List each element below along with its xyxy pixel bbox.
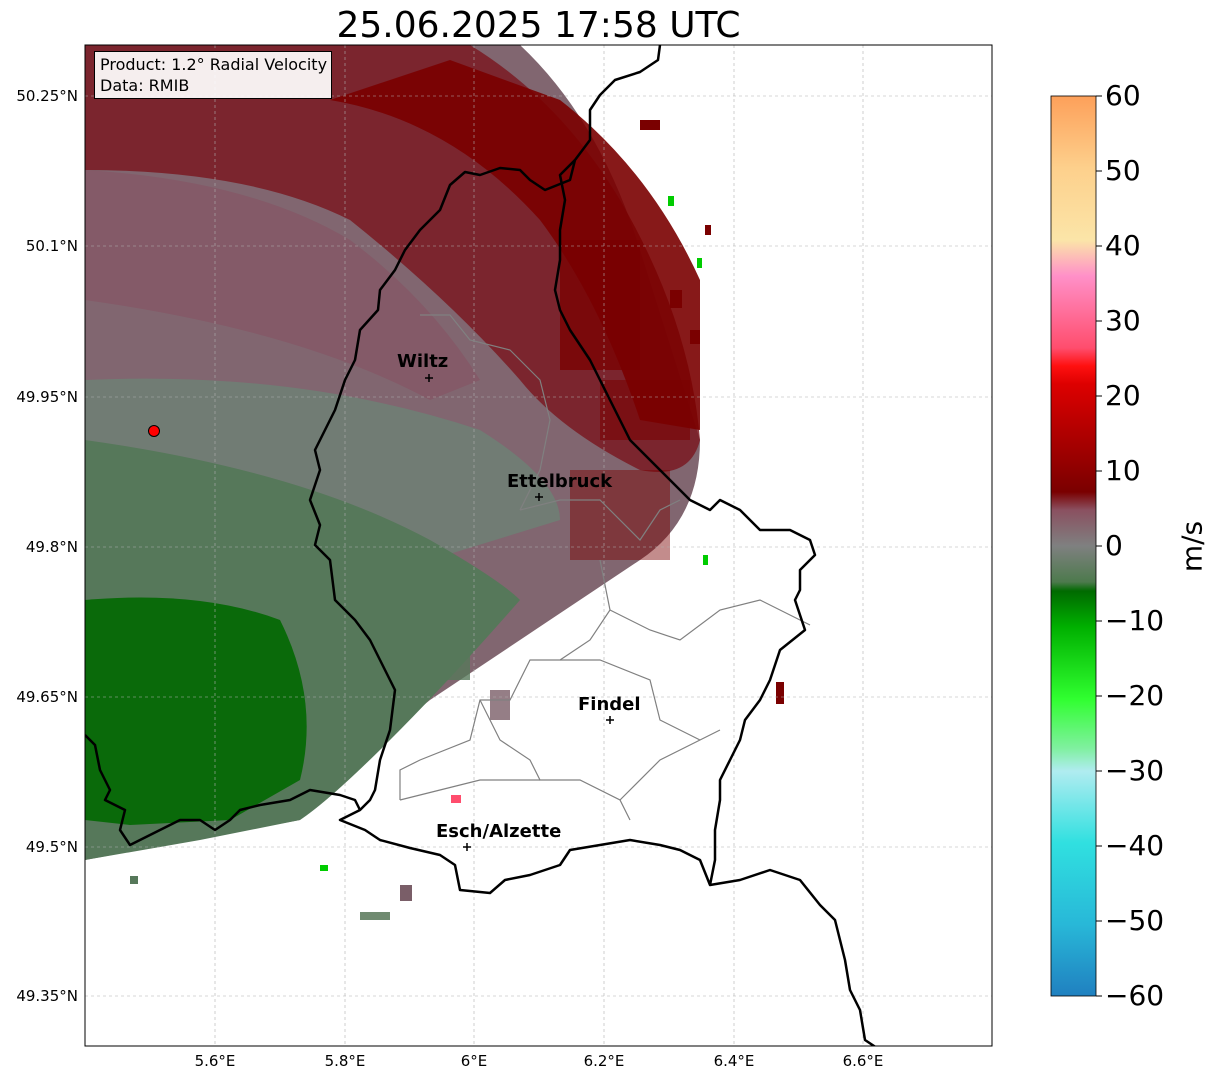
colorbar-tick-label: 60 (1105, 79, 1141, 112)
lat-tick-label: 49.35°N (16, 987, 78, 1005)
colorbar-ticks (1096, 95, 1102, 997)
city-label-esch-alzette: Esch/Alzette (436, 821, 562, 842)
district-borders (399, 314, 811, 821)
lat-tick-label: 49.95°N (16, 388, 78, 406)
gridlines (85, 45, 992, 1046)
lon-tick-label: 6.6°E (842, 1052, 884, 1070)
colorbar-tick-label: −10 (1105, 604, 1165, 637)
lon-tick-label: 5.6°E (194, 1052, 236, 1070)
radar-site-marker (148, 425, 160, 437)
colorbar-tick-label: −30 (1105, 754, 1165, 787)
city-label-findel: Findel (578, 694, 641, 715)
map-frame (84, 44, 993, 1047)
lat-tick-label: 49.5°N (25, 838, 78, 856)
lat-tick-label: 50.25°N (16, 87, 78, 105)
city-markers (425, 374, 614, 851)
map-title: 25.06.2025 17:58 UTC (336, 5, 741, 46)
scattered-echoes (130, 120, 784, 920)
radar-velocity-field (85, 45, 784, 920)
lon-tick-label: 6.4°E (713, 1052, 755, 1070)
colorbar-tick-label: 0 (1105, 529, 1123, 562)
colorbar-unit-label: m/s (1175, 520, 1207, 573)
lat-tick-label: 50.1°N (25, 237, 78, 255)
colorbar-tick-label: −50 (1105, 904, 1165, 937)
product-label: Product: 1.2° Radial Velocity (100, 55, 328, 74)
city-label-wiltz: Wiltz (397, 351, 449, 372)
colorbar (1050, 95, 1097, 997)
colorbar-tick-label: 10 (1105, 454, 1141, 487)
colorbar-tick-label: −20 (1105, 679, 1165, 712)
colorbar-tick-label: 50 (1105, 154, 1141, 187)
lon-tick-label: 6°E (460, 1052, 488, 1070)
lat-tick-label: 49.65°N (16, 688, 78, 706)
colorbar-tick-label: 20 (1105, 379, 1141, 412)
country-borders (85, 45, 877, 1046)
info-box: Product: 1.2° Radial Velocity Data: RMIB (94, 51, 333, 99)
lat-tick-label: 49.8°N (25, 538, 78, 556)
colorbar-tick-label: −40 (1105, 829, 1165, 862)
city-label-ettelbruck: Ettelbruck (507, 471, 613, 492)
colorbar-tick-label: 40 (1105, 229, 1141, 262)
colorbar-tick-label: 30 (1105, 304, 1141, 337)
lon-tick-label: 6.2°E (583, 1052, 625, 1070)
data-source-label: Data: RMIB (100, 76, 190, 95)
lon-tick-label: 5.8°E (324, 1052, 366, 1070)
colorbar-tick-label: −60 (1105, 979, 1165, 1012)
